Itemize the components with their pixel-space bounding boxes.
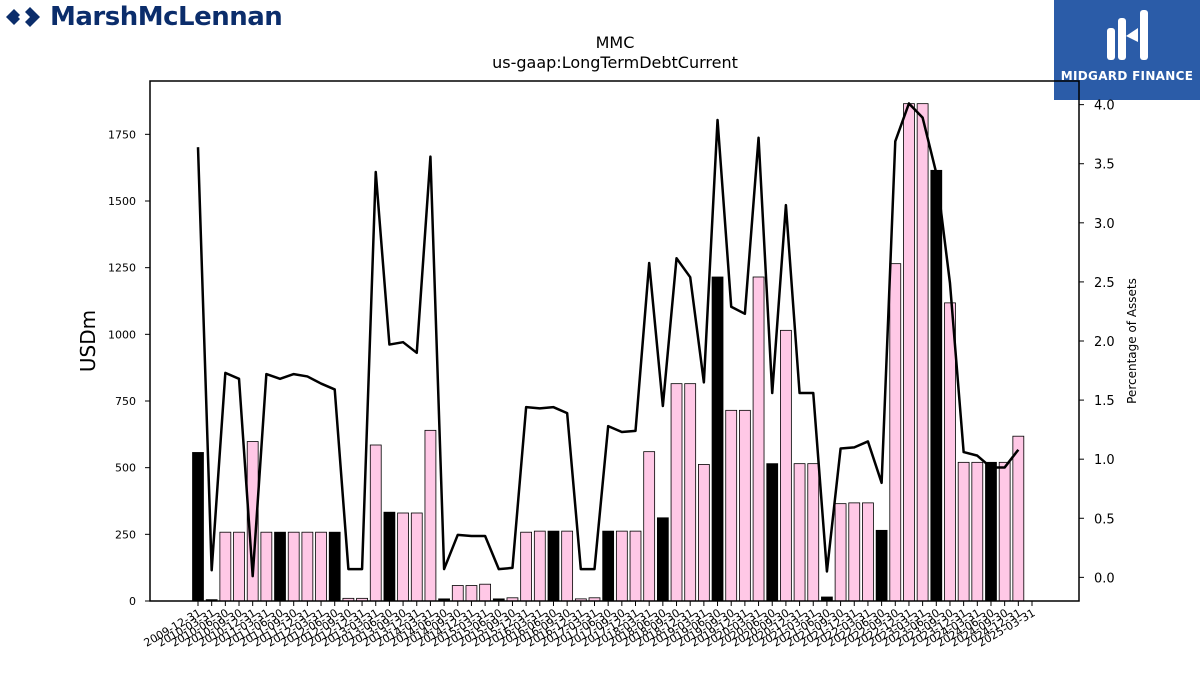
bar-2018-06-30 [656, 517, 669, 602]
percent-of-assets-line [196, 102, 1020, 578]
y2-tick-label: 1.5 [1094, 394, 1115, 409]
brand-mark-icon [6, 7, 40, 27]
brand-name: MarshMcLennan [50, 2, 283, 32]
y2-tick-label: 1.0 [1094, 453, 1115, 468]
bar-2020-09-30 [780, 329, 792, 602]
bar-2022-09-30 [889, 263, 902, 602]
chart-title: MMC [596, 33, 635, 52]
bar-2018-12-31 [684, 383, 697, 602]
y2-tick-label: 3.5 [1094, 158, 1115, 173]
bar-2014-09-30 [451, 585, 464, 602]
bar-2022-12-31 [903, 103, 915, 602]
bar-2010-06-30 [219, 531, 232, 602]
midgard-finance-label: MIDGARD FINANCE [1060, 69, 1194, 83]
bar-2015-03-31 [479, 583, 491, 602]
bar-2019-09-30 [725, 409, 738, 602]
bar-2015-12-31 [520, 531, 532, 602]
bar-2018-03-31 [643, 451, 656, 602]
bar-2021-09-30 [834, 503, 847, 602]
y-tick-label: 750 [115, 395, 136, 408]
percent-line-series [196, 102, 1020, 578]
y2-tick-label: 4.0 [1094, 99, 1115, 114]
bar-2014-03-31 [424, 429, 437, 602]
bar-2009-12-31 [192, 452, 204, 602]
bar-2014-12-31 [465, 585, 478, 602]
y2-tick-label: 0.0 [1094, 571, 1115, 586]
y-axis-label: USDm [76, 310, 100, 372]
bar-2011-12-31 [301, 531, 314, 602]
y2-tick-label: 0.5 [1094, 512, 1115, 527]
bar-2011-06-30 [274, 531, 286, 602]
bar-2011-03-31 [260, 531, 273, 602]
bar-2013-03-31 [369, 444, 382, 602]
y-axis-right: 0.0 0.5 1.0 1.5 2.0 2.5 3.0 3.5 4.0 [1079, 99, 1115, 586]
bar-2023-12-31 [957, 461, 970, 602]
bar-2021-03-31 [807, 463, 820, 602]
y-tick-label: 1000 [108, 328, 136, 341]
x-axis: 2009-12-312010-03-312010-06-302010-09-30… [142, 601, 1038, 650]
midgard-logo-icon [1107, 10, 1148, 60]
bar-2024-06-30 [985, 461, 997, 602]
bar-2022-03-31 [862, 502, 874, 602]
y-tick-label: 1500 [108, 195, 136, 208]
bar-2011-09-30 [287, 531, 300, 602]
bar-2012-06-30 [328, 531, 341, 602]
bar-2017-12-31 [629, 530, 642, 602]
bar-2019-12-31 [739, 409, 751, 602]
bar-2024-12-31 [1012, 435, 1025, 602]
y-axis-left: 0 250 500 750 1000 1250 1500 1750 [108, 128, 150, 608]
bar-series [192, 103, 1025, 602]
bar-2023-09-30 [944, 302, 956, 602]
bar-2013-12-31 [410, 512, 423, 602]
bar-2020-12-31 [793, 463, 806, 602]
bar-2024-03-31 [971, 461, 984, 602]
bar-2010-09-30 [233, 531, 245, 602]
y2-axis-label: Percentage of Assets [1125, 278, 1139, 404]
bar-2024-09-30 [998, 461, 1011, 602]
bar-2019-03-31 [698, 464, 710, 602]
bar-2016-09-30 [561, 530, 574, 602]
bar-2020-06-30 [766, 463, 779, 602]
y-tick-label: 500 [115, 462, 136, 475]
bar-2021-12-31 [848, 502, 861, 602]
bar-2023-06-30 [930, 169, 943, 602]
y2-tick-label: 2.0 [1094, 335, 1115, 350]
marsh-mclennan-logo: MarshMcLennan [4, 2, 283, 32]
bar-2013-06-30 [383, 511, 396, 602]
y-tick-label: 1750 [108, 128, 136, 141]
bar-2013-09-30 [397, 512, 409, 602]
y-tick-label: 250 [115, 528, 136, 541]
bar-2016-03-31 [533, 530, 546, 602]
bar-2018-09-30 [670, 383, 683, 602]
y-tick-label: 0 [129, 595, 136, 608]
y2-tick-label: 2.5 [1094, 276, 1115, 291]
chart-subtitle: us-gaap:LongTermDebtCurrent [492, 53, 738, 72]
bar-2022-06-30 [875, 529, 888, 602]
bar-2012-03-31 [315, 531, 327, 602]
y2-tick-label: 3.0 [1094, 217, 1115, 232]
y-tick-label: 1250 [108, 262, 136, 275]
bar-2016-06-30 [547, 530, 560, 602]
bar-2023-03-31 [916, 103, 929, 602]
bar-2020-03-31 [752, 276, 765, 602]
bar-2017-06-30 [602, 530, 615, 602]
bar-2017-09-30 [615, 530, 628, 602]
bar-2019-06-30 [711, 276, 724, 602]
